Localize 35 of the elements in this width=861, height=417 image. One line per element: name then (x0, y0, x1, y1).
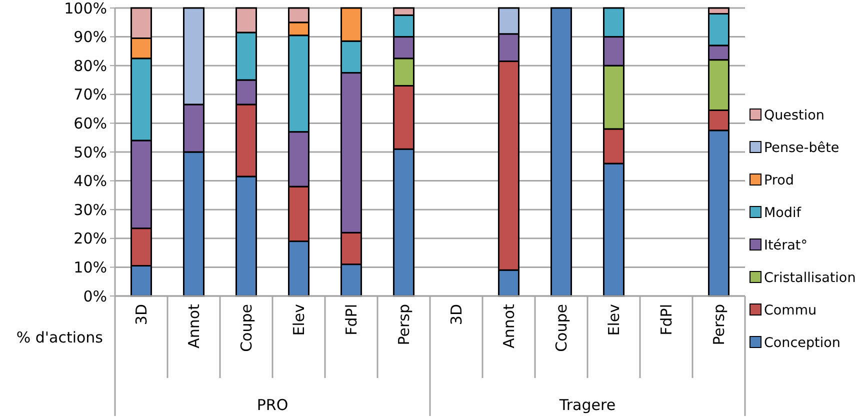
y-tick-label: 70% (74, 86, 107, 104)
text: PRO (256, 396, 288, 414)
legend-label: Modif (764, 205, 802, 222)
y-tick-label: 60% (74, 114, 107, 132)
x-tick-label: Persp (395, 304, 413, 346)
x-tick-label: Coupe (238, 304, 256, 352)
y-tick-label: 10% (74, 258, 107, 276)
x-tick-label: Coupe (552, 304, 570, 352)
legend-label: Question (764, 108, 824, 124)
bar (550, 7, 572, 297)
legend-label: Itérat° (764, 238, 808, 254)
x-tick-label: FdPl (658, 304, 676, 336)
x-axis-title: % d'actions (16, 328, 104, 346)
legend-label: Commu (764, 302, 817, 319)
y-tick-label: 80% (74, 56, 107, 75)
x-tick-label: 3D (132, 304, 150, 326)
y-tick-label: 30% (74, 200, 107, 219)
x-tick-label: FdPl (342, 304, 360, 336)
y-tick-label: 20% (74, 230, 107, 248)
x-tick-label: Persp (710, 304, 728, 346)
x-tick-label: Elev (605, 304, 623, 336)
legend-label: Conception (764, 335, 840, 352)
y-tick-label: 40% (74, 172, 107, 190)
y-tick-label: 50% (74, 143, 107, 162)
legend-label: Prod (764, 172, 794, 189)
legend-label: Pense-bête (764, 140, 840, 156)
x-tick-label: Annot (500, 304, 518, 348)
y-tick-label: 0% (83, 287, 107, 306)
x-tick-label: 3D (448, 304, 466, 326)
legend-label: Cristallisation (764, 270, 856, 286)
text: Tragere (558, 396, 616, 414)
y-tick-label: 90% (74, 28, 107, 46)
x-tick-label: Elev (290, 304, 308, 336)
y-tick-label: 100% (64, 0, 107, 18)
x-tick-label: Annot (185, 304, 203, 348)
